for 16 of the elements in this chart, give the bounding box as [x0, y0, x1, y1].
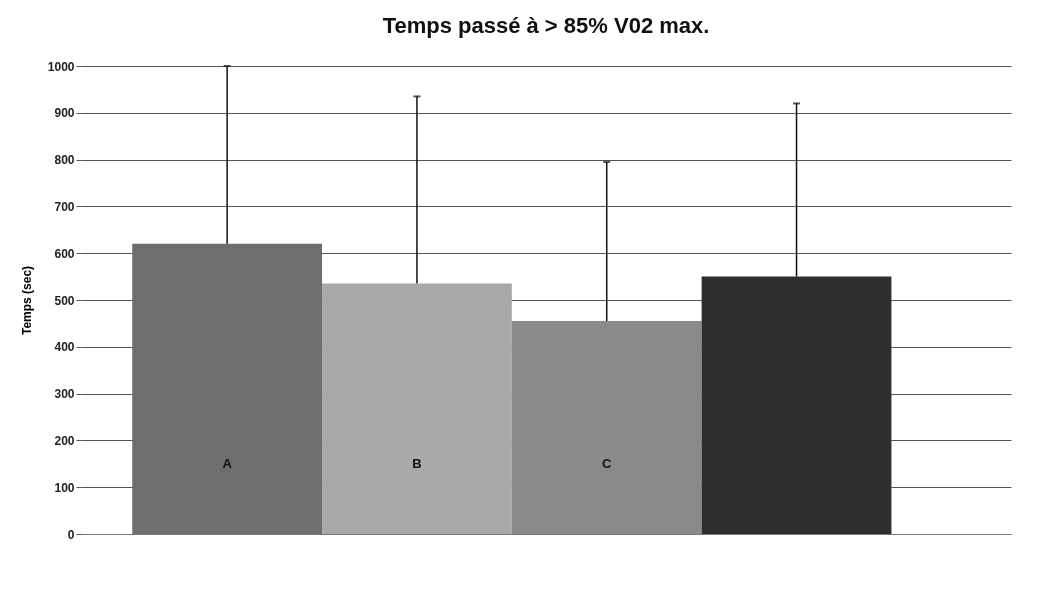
- y-tick-label: 0: [67, 527, 75, 542]
- y-tick-label: 700: [54, 199, 75, 214]
- y-tick-label: 500: [54, 293, 75, 308]
- y-tick-label: 400: [54, 340, 75, 355]
- y-tick-label: 600: [54, 246, 75, 261]
- y-tick-label: 200: [54, 433, 75, 448]
- y-tick-label: 800: [54, 153, 75, 168]
- x-tick-label: B: [412, 456, 422, 471]
- y-tick-label: 300: [54, 387, 75, 402]
- y-axis-title: Temps (sec): [19, 265, 34, 336]
- y-tick-label: 900: [54, 106, 75, 121]
- x-tick-label: C: [602, 456, 613, 471]
- x-tick-label: A: [222, 456, 233, 471]
- y-tick-label: 1000: [47, 59, 75, 74]
- y-tick-label: 100: [54, 480, 75, 495]
- chart-title: Temps passé à > 85% V02 max.: [382, 13, 710, 38]
